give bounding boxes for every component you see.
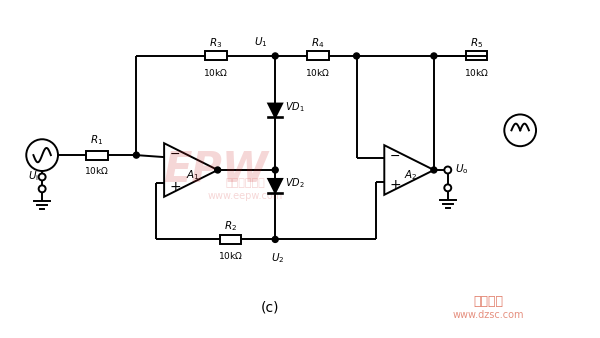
Bar xyxy=(220,235,241,244)
Text: $R_2$: $R_2$ xyxy=(224,220,237,234)
Text: $U_1$: $U_1$ xyxy=(254,35,267,49)
Text: www.dzsc.com: www.dzsc.com xyxy=(452,310,524,320)
Bar xyxy=(307,51,329,61)
Text: $A_2$: $A_2$ xyxy=(404,168,418,182)
Text: EPW: EPW xyxy=(163,149,268,191)
Text: $U_2$: $U_2$ xyxy=(271,251,285,265)
Polygon shape xyxy=(268,179,282,193)
Text: $-$: $-$ xyxy=(389,149,400,162)
Text: $U_{\rm i}$: $U_{\rm i}$ xyxy=(28,169,39,183)
Circle shape xyxy=(272,53,278,59)
Text: 电子产品世界: 电子产品世界 xyxy=(226,178,265,188)
Circle shape xyxy=(431,53,437,59)
Text: www.eepw.com: www.eepw.com xyxy=(208,191,283,201)
Circle shape xyxy=(431,167,437,173)
Polygon shape xyxy=(268,103,282,117)
Text: $VD_1$: $VD_1$ xyxy=(285,101,305,114)
Text: $R_1$: $R_1$ xyxy=(90,134,103,147)
Circle shape xyxy=(133,152,139,158)
Text: $+$: $+$ xyxy=(389,178,401,192)
Circle shape xyxy=(272,237,278,242)
Text: $-$: $-$ xyxy=(169,147,180,160)
Text: $+$: $+$ xyxy=(169,180,181,194)
Text: (c): (c) xyxy=(261,301,280,315)
Circle shape xyxy=(215,167,221,173)
Text: $R_3$: $R_3$ xyxy=(209,36,223,50)
Text: $10{\rm k}\Omega$: $10{\rm k}\Omega$ xyxy=(464,67,489,78)
Circle shape xyxy=(272,167,278,173)
Text: $10{\rm k}\Omega$: $10{\rm k}\Omega$ xyxy=(84,165,109,176)
Text: $10{\rm k}\Omega$: $10{\rm k}\Omega$ xyxy=(305,67,331,78)
Text: $R_5$: $R_5$ xyxy=(470,36,483,50)
Text: $10{\rm k}\Omega$: $10{\rm k}\Omega$ xyxy=(218,250,243,261)
Text: $A_1$: $A_1$ xyxy=(186,168,200,182)
Text: $10{\rm k}\Omega$: $10{\rm k}\Omega$ xyxy=(203,67,228,78)
Circle shape xyxy=(353,53,359,59)
Text: 维库一下: 维库一下 xyxy=(473,295,503,308)
Text: $U_{\rm o}$: $U_{\rm o}$ xyxy=(455,162,469,176)
Text: $R_4$: $R_4$ xyxy=(311,36,325,50)
Bar xyxy=(466,51,487,61)
Bar xyxy=(86,151,107,160)
Bar xyxy=(205,51,227,61)
Text: $VD_2$: $VD_2$ xyxy=(285,176,305,190)
